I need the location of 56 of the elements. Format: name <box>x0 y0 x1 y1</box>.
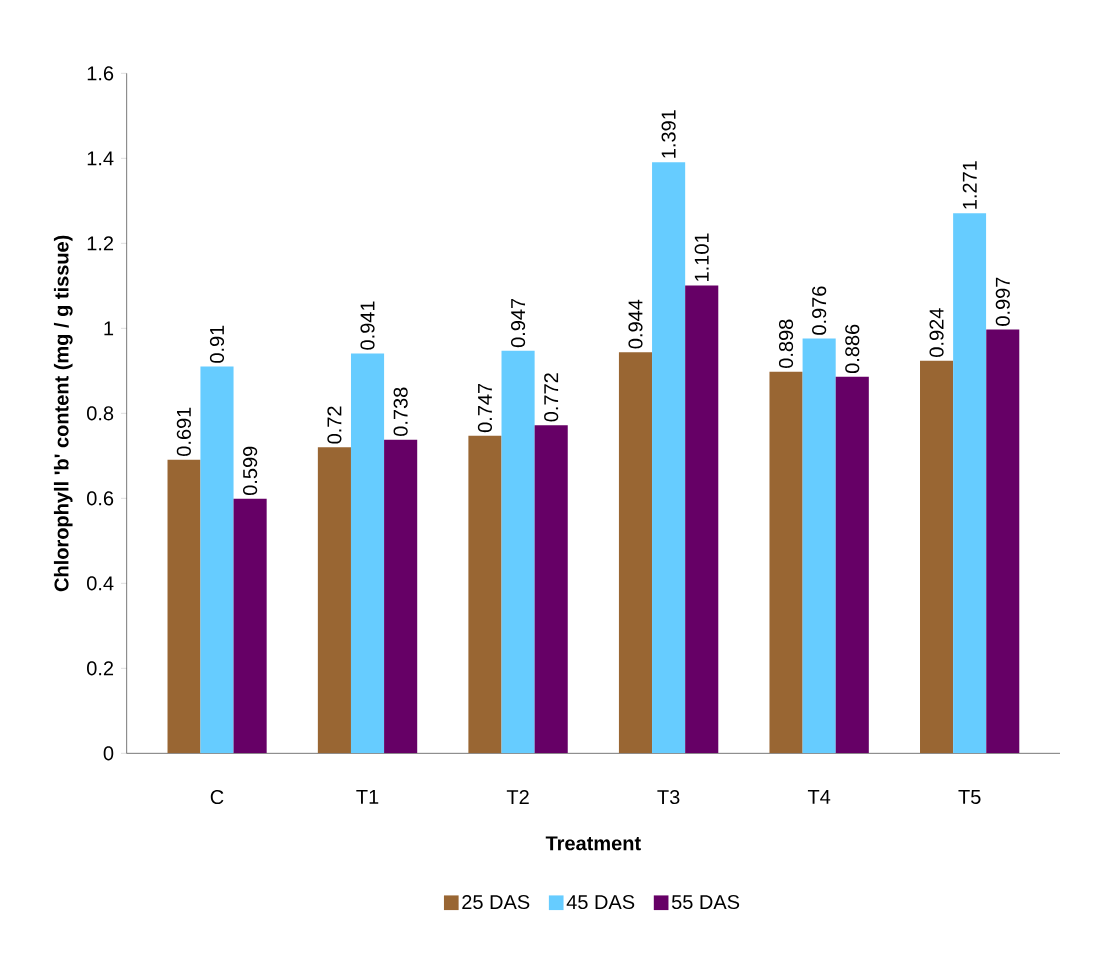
data-label: 1.101 <box>694 233 709 281</box>
bar <box>802 338 836 754</box>
bar <box>350 353 385 754</box>
data-label: 0.924 <box>929 308 944 357</box>
bar <box>953 213 987 754</box>
data-label: 0.72 <box>327 406 342 444</box>
bar <box>920 360 954 754</box>
data-label: 0.772 <box>544 373 559 422</box>
data-label: 0.997 <box>995 277 1010 326</box>
legend-label: 45 DAS <box>566 894 635 910</box>
bar <box>317 447 351 754</box>
y-tick-label: 1.2 <box>87 236 114 251</box>
bar <box>468 435 502 754</box>
data-label: 0.944 <box>628 299 643 349</box>
x-tick-label: T4 <box>807 789 831 804</box>
bar <box>167 459 201 754</box>
bar <box>986 329 1020 754</box>
x-axis-title: Treatment <box>545 836 641 851</box>
bar <box>200 366 234 754</box>
y-tick-label: 1 <box>104 321 114 336</box>
x-tick-label: T2 <box>506 789 529 804</box>
data-label: 0.941 <box>360 301 375 350</box>
y-tick-label: 0.6 <box>87 491 114 506</box>
bar <box>652 162 686 754</box>
data-label: 0.976 <box>812 286 827 335</box>
bar <box>685 285 719 754</box>
data-label: 0.886 <box>845 324 860 374</box>
x-tick-label: T5 <box>958 789 981 804</box>
data-label: 0.947 <box>510 298 526 348</box>
data-label: 1.391 <box>661 110 676 158</box>
x-tick-label: T1 <box>356 789 379 804</box>
data-label: 1.271 <box>962 161 977 209</box>
bar <box>384 439 418 754</box>
legend-label: 55 DAS <box>671 894 740 910</box>
y-tick-label: 1.4 <box>87 151 114 166</box>
y-tick-label: 0.2 <box>87 661 114 676</box>
bar <box>769 371 803 754</box>
legend-label: 25 DAS <box>462 894 530 910</box>
bar <box>618 352 653 754</box>
bar <box>233 498 267 754</box>
x-tick-label: C <box>210 789 224 805</box>
bar <box>835 376 869 754</box>
data-label: 0.738 <box>393 387 408 436</box>
data-label: 0.898 <box>778 319 794 368</box>
data-label: 0.599 <box>243 446 258 496</box>
y-tick-label: 0 <box>103 746 114 761</box>
data-label: 0.747 <box>477 383 493 433</box>
y-tick-label: 1.6 <box>87 66 114 81</box>
data-label: 0.91 <box>209 325 225 363</box>
y-axis-title: Chlorophyll 'b' content (mg / g tissue) <box>53 235 73 592</box>
y-tick-label: 0.4 <box>87 576 114 591</box>
bar <box>501 350 535 754</box>
y-tick-label: 0.8 <box>87 406 114 421</box>
x-tick-label: T3 <box>657 789 680 805</box>
data-label: 0.691 <box>176 407 191 456</box>
bar <box>534 425 568 754</box>
